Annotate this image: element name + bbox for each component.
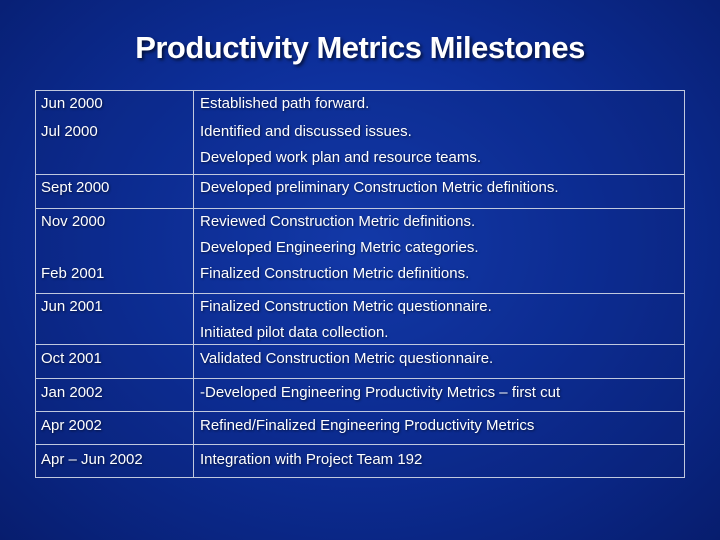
milestone-text: Finalized Construction Metric definition… [200, 265, 470, 282]
milestone-date: Apr 2002 [41, 417, 102, 434]
milestone-text: -Developed Engineering Productivity Metr… [200, 384, 561, 401]
row-divider [35, 411, 685, 412]
milestone-text: Developed work plan and resource teams. [200, 149, 481, 166]
milestone-text: Validated Construction Metric questionna… [200, 350, 494, 367]
milestone-text: Initiated pilot data collection. [200, 324, 389, 341]
row-divider [35, 444, 685, 445]
milestone-text: Developed preliminary Construction Metri… [200, 179, 559, 196]
milestone-date: Oct 2001 [41, 350, 102, 367]
row-divider [35, 174, 685, 175]
row-divider [35, 208, 685, 209]
row-divider [35, 378, 685, 379]
milestone-date: Apr – Jun 2002 [41, 451, 143, 468]
milestone-date: Jan 2002 [41, 384, 103, 401]
row-divider [35, 344, 685, 345]
slide-title: Productivity Metrics Milestones [135, 30, 585, 65]
milestone-text: Finalized Construction Metric questionna… [200, 298, 492, 315]
milestone-date: Nov 2000 [41, 213, 106, 230]
milestone-date: Jul 2000 [41, 123, 98, 140]
table-frame [35, 90, 685, 478]
milestone-date: Jun 2000 [41, 95, 103, 112]
column-divider [193, 90, 194, 478]
milestone-text: Identified and discussed issues. [200, 123, 412, 140]
milestone-text: Developed Engineering Metric categories. [200, 239, 479, 256]
milestone-text: Established path forward. [200, 95, 370, 112]
milestone-text: Reviewed Construction Metric definitions… [200, 213, 476, 230]
milestone-date: Feb 2001 [41, 265, 105, 282]
row-divider [35, 293, 685, 294]
milestones-table: Jun 2000 Established path forward. Jul 2… [35, 90, 685, 478]
milestone-date: Sept 2000 [41, 179, 110, 196]
milestone-date: Jun 2001 [41, 298, 103, 315]
milestone-text: Integration with Project Team 192 [200, 451, 423, 468]
milestone-text: Refined/Finalized Engineering Productivi… [200, 417, 535, 434]
